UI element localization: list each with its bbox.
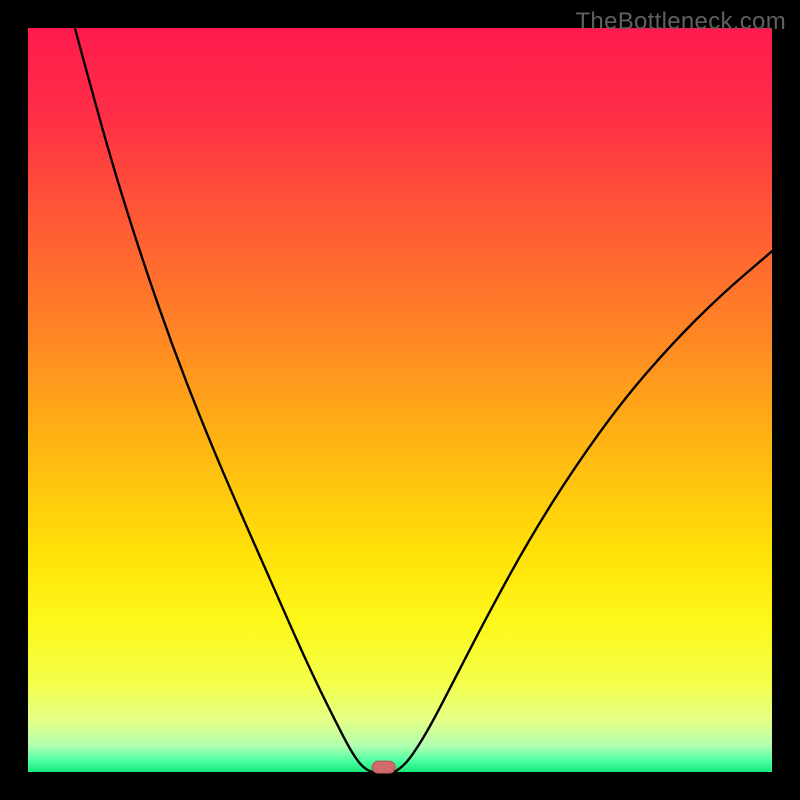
optimum-marker <box>371 761 396 774</box>
bottleneck-curve <box>28 28 772 772</box>
watermark-text: TheBottleneck.com <box>575 8 786 36</box>
curve-left-branch <box>75 28 373 772</box>
plot-area <box>28 28 772 772</box>
curve-right-branch <box>394 251 772 772</box>
